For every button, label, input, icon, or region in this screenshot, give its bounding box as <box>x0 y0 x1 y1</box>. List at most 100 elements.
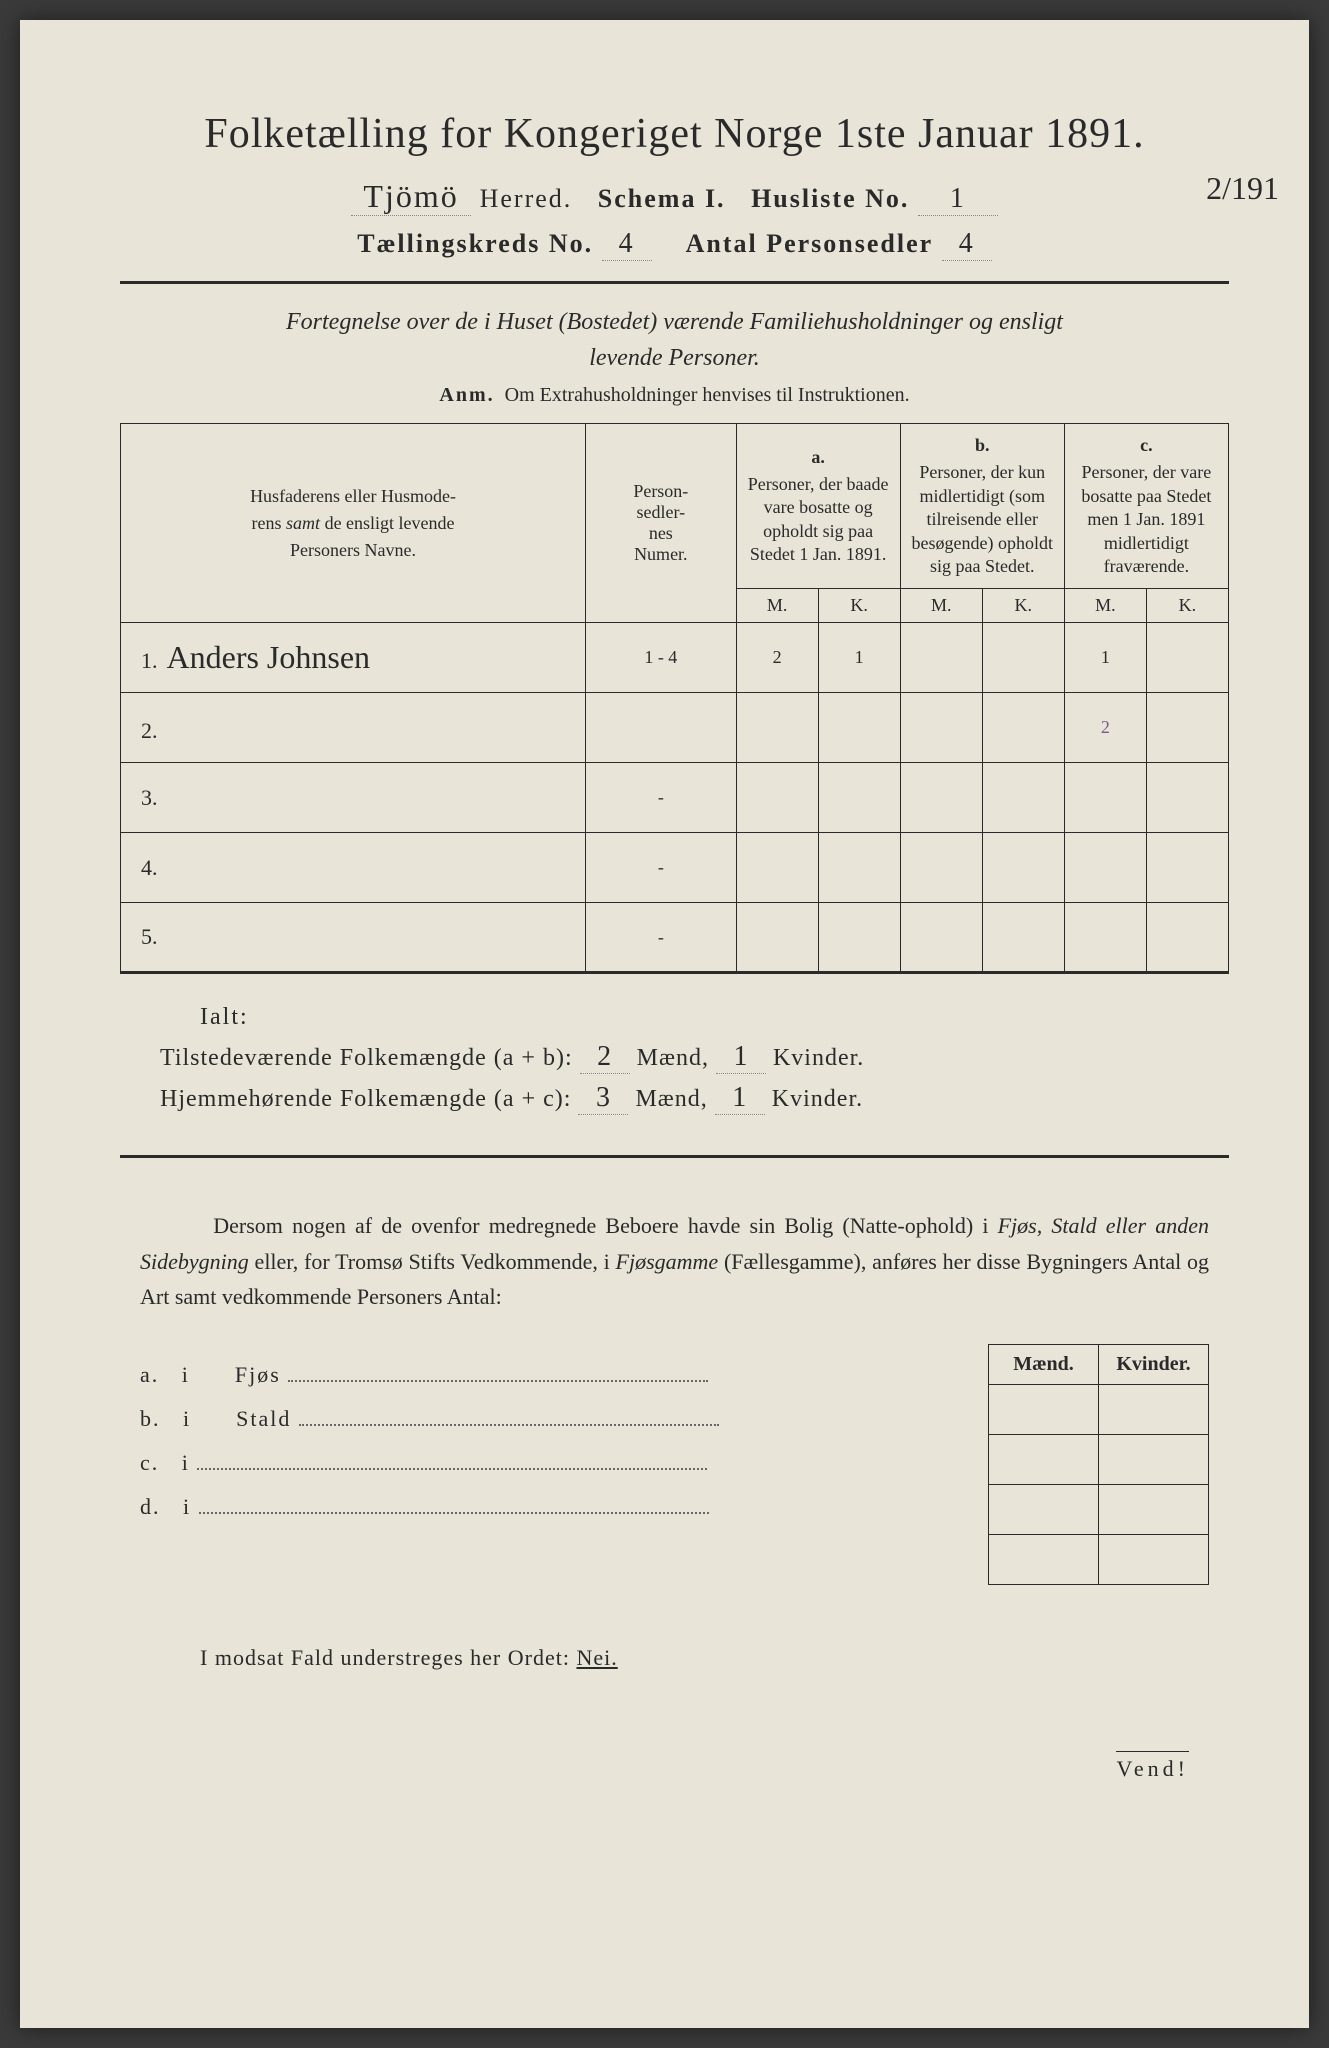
nei-sentence: I modsat Fald understreges her Ordet: Ne… <box>200 1645 1209 1671</box>
anm-note: Anm. Om Extrahusholdninger henvises til … <box>120 384 1229 407</box>
row-name: Anders Johnsen <box>167 639 371 675</box>
group-c-text: Personer, der vare bosatte paa Stedet me… <box>1081 462 1211 576</box>
antal-label: Antal Personsedler <box>686 229 934 258</box>
household-table: Husfaderens eller Husmode-rens samt de e… <box>120 423 1229 974</box>
subtitle-line2: levende Personer. <box>589 345 760 371</box>
mk-cell <box>989 1434 1099 1484</box>
total-resident-label: Hjemmehørende Folkemængde (a + c): <box>160 1086 571 1112</box>
outbuilding-section: a. i Fjøs b. i Stald c. i d. i <box>140 1344 1209 1585</box>
row-ck <box>1146 763 1228 833</box>
row-ak <box>818 903 900 973</box>
list-label: Fjøs <box>235 1362 281 1387</box>
row-idx: 3. <box>141 785 158 810</box>
row-cm <box>1064 903 1146 973</box>
row-ck <box>1146 623 1228 693</box>
col-numer-header: Person-sedler-nesNumer. <box>586 424 736 623</box>
row-cm: 1 <box>1064 623 1146 693</box>
row-num <box>586 693 736 763</box>
table-row: 5. - <box>121 903 1229 973</box>
row-idx: 2. <box>141 718 158 743</box>
row-ak: 1 <box>818 623 900 693</box>
husliste-value: 1 <box>918 183 998 216</box>
table-row: 4. - <box>121 833 1229 903</box>
row-ak <box>818 763 900 833</box>
list-i: i <box>182 1362 190 1387</box>
dotted-line <box>299 1420 719 1426</box>
maend-label: Mænd, <box>637 1045 709 1071</box>
subtitle-line1: Fortegnelse over de i Huset (Bostedet) v… <box>286 309 1063 335</box>
kreds-label: Tællingskreds No. <box>357 229 593 258</box>
list-item: c. i <box>140 1450 968 1476</box>
list-letter: d. <box>140 1494 161 1519</box>
total-present-label: Tilstedeværende Folkemængde (a + b): <box>160 1045 573 1071</box>
kreds-value: 4 <box>602 228 652 261</box>
mk-cell <box>1099 1484 1209 1534</box>
row-bm <box>900 763 982 833</box>
vend-label: Vend! <box>1116 1751 1189 1782</box>
group-a-header: a. Personer, der baade vare bosatte og o… <box>736 424 900 589</box>
group-c-letter: c. <box>1071 434 1222 457</box>
husliste-label: Husliste No. <box>751 184 909 213</box>
list-item: b. i Stald <box>140 1406 968 1432</box>
row-am <box>736 693 818 763</box>
group-b-header: b. Personer, der kun midlertidigt (som t… <box>900 424 1064 589</box>
kvinder-label: Kvinder. <box>773 1045 864 1071</box>
group-b-text: Personer, der kun midlertidigt (som tilr… <box>912 462 1053 576</box>
row-num: - <box>586 833 736 903</box>
row-bk <box>982 763 1064 833</box>
row-num: 1 - 4 <box>586 623 736 693</box>
nei-word: Nei. <box>576 1645 617 1670</box>
kvinder-label2: Kvinder. <box>772 1086 863 1112</box>
list-i: i <box>183 1406 191 1431</box>
mk-cell <box>1099 1434 1209 1484</box>
row-idx: 4. <box>141 855 158 880</box>
row-bm <box>900 833 982 903</box>
schema-label: Schema I. <box>598 184 726 213</box>
b-k-header: K. <box>982 589 1064 623</box>
header-line-2: Tællingskreds No. 4 Antal Personsedler 4 <box>120 228 1229 261</box>
row-am <box>736 763 818 833</box>
anm-text: Om Extrahusholdninger henvises til Instr… <box>505 384 910 406</box>
total-resident: Hjemmehørende Folkemængde (a + c): 3 Mæn… <box>160 1082 1229 1115</box>
group-b-letter: b. <box>907 434 1058 457</box>
mk-kvinder-header: Kvinder. <box>1099 1344 1209 1384</box>
total-present-k: 1 <box>716 1041 766 1074</box>
row-num: - <box>586 763 736 833</box>
divider-top <box>120 281 1229 284</box>
row-ck <box>1146 903 1228 973</box>
row-ck <box>1146 833 1228 903</box>
herred-label: Herred. <box>480 184 573 213</box>
row-cm <box>1064 833 1146 903</box>
outbuilding-list: a. i Fjøs b. i Stald c. i d. i <box>140 1344 968 1585</box>
row-am <box>736 903 818 973</box>
list-letter: b. <box>140 1406 161 1431</box>
row-bm <box>900 623 982 693</box>
row-ak <box>818 833 900 903</box>
row-bk <box>982 693 1064 763</box>
header-line-1: Tjömö Herred. Schema I. Husliste No. 1 <box>120 178 1229 216</box>
total-resident-k: 1 <box>715 1082 765 1115</box>
page-title: Folketælling for Kongeriget Norge 1ste J… <box>120 110 1229 158</box>
list-i: i <box>182 1450 190 1475</box>
dotted-line <box>288 1376 708 1382</box>
row-ck <box>1146 693 1228 763</box>
herred-value: Tjömö <box>351 178 471 216</box>
row-am: 2 <box>736 623 818 693</box>
total-resident-m: 3 <box>578 1082 628 1115</box>
row-bk <box>982 623 1064 693</box>
outbuilding-paragraph: Dersom nogen af de ovenfor medregnede Be… <box>140 1208 1209 1314</box>
row-cm: 2 <box>1064 693 1146 763</box>
group-a-text: Personer, der baade vare bosatte og opho… <box>748 474 889 564</box>
nei-pre: I modsat Fald understreges her Ordet: <box>200 1645 570 1670</box>
outbuilding-mk-table: Mænd. Kvinder. <box>988 1344 1209 1585</box>
mk-maend-header: Mænd. <box>989 1344 1099 1384</box>
row-ak <box>818 693 900 763</box>
group-c-header: c. Personer, der vare bosatte paa Stedet… <box>1064 424 1228 589</box>
row-bm <box>900 693 982 763</box>
margin-annotation: 2/191 <box>1206 170 1279 207</box>
row-cm <box>1064 763 1146 833</box>
a-k-header: K. <box>818 589 900 623</box>
b-m-header: M. <box>900 589 982 623</box>
row-am <box>736 833 818 903</box>
list-i: i <box>183 1494 191 1519</box>
